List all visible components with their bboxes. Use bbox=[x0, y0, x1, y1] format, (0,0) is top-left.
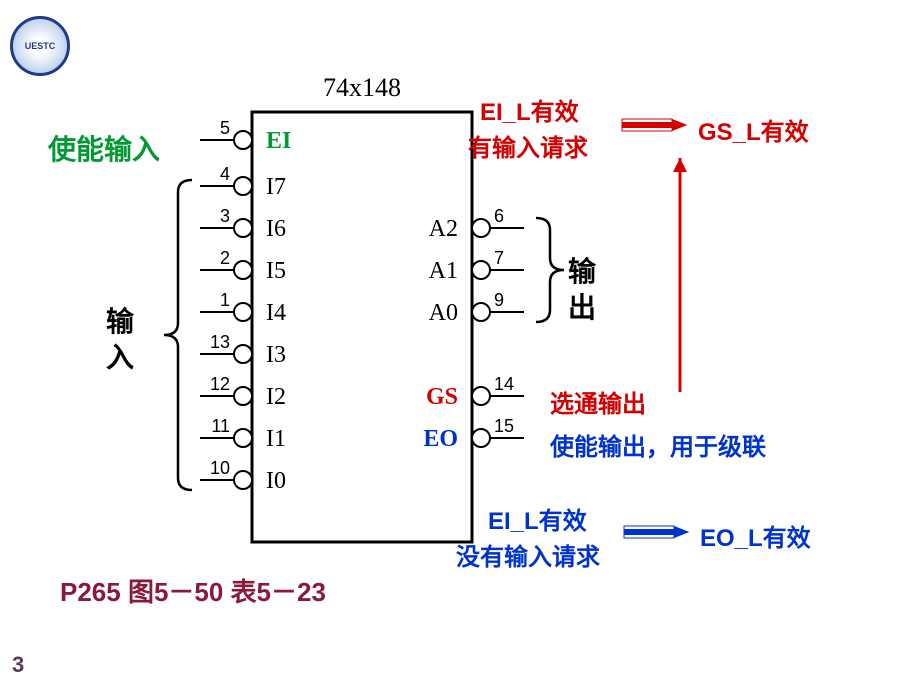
pin-number: 12 bbox=[210, 374, 230, 394]
pin-name-I5: I5 bbox=[266, 258, 286, 284]
pin-name-I3: I3 bbox=[266, 342, 286, 368]
annotation-bot_cond1: EI_L有效 bbox=[488, 501, 587, 536]
pin-name-A2: A2 bbox=[429, 216, 458, 242]
pin-number: 7 bbox=[494, 248, 504, 268]
pin-name-A1: A1 bbox=[429, 258, 458, 284]
annotation-enable_input: 使能输入 bbox=[48, 128, 160, 168]
pin-number: 10 bbox=[210, 458, 230, 478]
annotation-output_label: 出 bbox=[568, 286, 596, 326]
pin-name-EI: EI bbox=[266, 128, 291, 154]
pin-name-GS: GS bbox=[426, 384, 458, 410]
annotation-bot_cond2: 没有输入请求 bbox=[456, 537, 600, 572]
annotation-enable_output: 使能输出，用于级联 bbox=[550, 427, 766, 462]
chip-title: 74x148 bbox=[323, 73, 401, 102]
pin-number: 2 bbox=[220, 248, 230, 268]
pin-number: 15 bbox=[494, 416, 514, 436]
pin-name-I0: I0 bbox=[266, 468, 286, 494]
pin-name-A0: A0 bbox=[429, 300, 458, 326]
pin-number: 9 bbox=[494, 290, 504, 310]
annotation-select_output: 选通输出 bbox=[550, 384, 646, 419]
pin-name-I7: I7 bbox=[266, 174, 286, 200]
pin-number: 1 bbox=[220, 290, 230, 310]
annotation-output_label: 输 bbox=[568, 250, 596, 290]
pin-number: 14 bbox=[494, 374, 514, 394]
pin-name-I2: I2 bbox=[266, 384, 286, 410]
annotation-top_cond1: EI_L有效 bbox=[480, 92, 579, 127]
pin-name-I4: I4 bbox=[266, 300, 286, 326]
pin-name-I1: I1 bbox=[266, 426, 286, 452]
annotation-input_label: 输 bbox=[106, 300, 134, 340]
pin-number: 4 bbox=[220, 164, 230, 184]
page-number: 3 bbox=[12, 652, 24, 678]
pin-number: 3 bbox=[220, 206, 230, 226]
pin-name-EO: EO bbox=[423, 426, 458, 452]
annotation-input_label: 入 bbox=[106, 336, 134, 376]
annotation-top_cond2: 有输入请求 bbox=[468, 128, 588, 163]
pin-name-I6: I6 bbox=[266, 216, 286, 242]
annotation-ref: P265 图5－50 表5－23 bbox=[60, 572, 326, 609]
pin-number: 13 bbox=[210, 332, 230, 352]
annotation-gs_valid: GS_L有效 bbox=[698, 112, 809, 147]
pin-number: 5 bbox=[220, 118, 230, 138]
annotation-eo_valid: EO_L有效 bbox=[700, 518, 811, 553]
pin-number: 11 bbox=[211, 416, 230, 436]
pin-number: 6 bbox=[494, 206, 504, 226]
